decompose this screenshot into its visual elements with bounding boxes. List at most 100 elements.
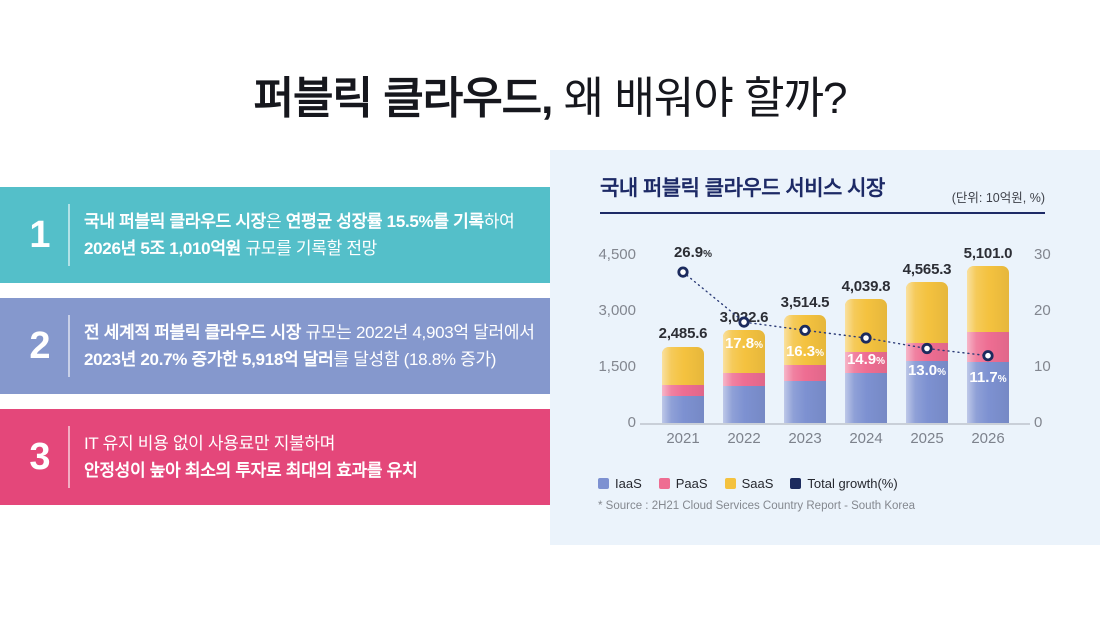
growth-value: 16.3 — [785, 343, 816, 361]
key-point-2: 2 전 세계적 퍼블릭 클라우드 시장 규모는 2022년 4,903억 달러에서… — [0, 298, 550, 394]
text-line: IT 유지 비용 없이 사용료만 지불하며 — [84, 430, 417, 458]
legend-swatch — [658, 478, 670, 489]
chart-unit-label: (단위: 10억원, %) — [951, 191, 1045, 205]
text-line: 2023년 20.7% 증가한 5,918억 달러를 달성함 (18.8% 증가… — [84, 346, 535, 374]
growth-value: 11.7 — [969, 368, 998, 386]
growth-marker — [677, 266, 689, 278]
growth-label: 17.8% — [725, 335, 763, 355]
text-segment: IT 유지 비용 없이 사용료만 지불하며 — [84, 433, 336, 453]
box-number: 1 — [29, 213, 51, 256]
chart-title: 국내 퍼블릭 클라우드 서비스 시장 — [600, 177, 885, 200]
growth-label: 16.3% — [786, 343, 824, 363]
text-segment: 를 달성함 (18.8% 증가) — [333, 350, 497, 369]
bar-total-label: 2,485.6 — [658, 325, 708, 343]
legend-label: SaaS — [741, 476, 774, 491]
box-number: 3 — [29, 435, 51, 478]
text-line: 국내 퍼블릭 클라우드 시장은 연평균 성장률 15.5%를 기록하여 — [84, 208, 515, 236]
legend-swatch — [790, 478, 802, 489]
x-axis-label: 2025 — [910, 430, 944, 447]
box-text: 전 세계적 퍼블릭 클라우드 시장 규모는 2022년 4,903억 달러에서 2… — [84, 319, 535, 374]
percent-sign: % — [937, 366, 947, 378]
growth-value: 14.9 — [846, 351, 877, 368]
y-axis-label-right: 0 — [1034, 414, 1043, 431]
text-segment: 규모는 2022년 4,903억 달러에서 — [301, 322, 535, 342]
chart-legend: IaaS PaaS SaaS Total growth(%) — [598, 476, 898, 491]
key-point-1: 1 국내 퍼블릭 클라우드 시장은 연평균 성장률 15.5%를 기록하여 2026… — [0, 187, 550, 283]
bar-2021 — [662, 346, 704, 423]
text-segment: 연평균 성장률 15.5%를 기록 — [285, 211, 484, 231]
percent-sign: % — [997, 373, 1007, 385]
bar-2022 — [723, 329, 765, 423]
text-line: 안정성이 높아 최소의 투자로 최대의 효과를 유치 — [84, 457, 418, 485]
page-title: 퍼블릭 클라우드, 왜 배워야 할까? — [0, 62, 1100, 126]
text-segment: 전 세계적 퍼블릭 클라우드 시장 — [84, 322, 302, 342]
y-axis-label-right: 20 — [1034, 302, 1051, 319]
text-segment: 국내 퍼블릭 클라우드 시장 — [84, 211, 267, 231]
y-axis-label-left: 4,500 — [598, 246, 636, 263]
box-divider — [68, 315, 70, 377]
source-note: * Source : 2H21 Cloud Services Country R… — [598, 500, 916, 512]
percent-sign: % — [703, 249, 713, 261]
x-axis-label: 2026 — [971, 430, 1005, 447]
growth-label: 13.0% — [908, 362, 946, 382]
bar-total-label: 4,565.3 — [902, 261, 952, 279]
text-line: 2026년 5조 1,010억원 규모를 기록할 전망 — [84, 235, 515, 263]
legend-item-saas: SaaS — [724, 476, 774, 491]
box-divider — [68, 204, 70, 266]
text-segment: 하여 — [483, 211, 515, 231]
growth-value: 17.8 — [724, 335, 755, 353]
growth-marker — [799, 324, 811, 336]
box-divider — [68, 426, 70, 488]
x-axis-label: 2024 — [849, 430, 883, 447]
key-points-list: 1 국내 퍼블릭 클라우드 시장은 연평균 성장률 15.5%를 기록하여 2026… — [0, 187, 550, 505]
growth-marker — [738, 316, 750, 328]
stacked-bar-chart: 4,500 3,000 1,500 0 30 20 10 0 2,485.6 2021 26.9% 3… — [598, 238, 1050, 447]
percent-sign: % — [876, 356, 886, 367]
percent-sign: % — [815, 348, 825, 360]
y-axis-label-right: 10 — [1034, 358, 1051, 375]
growth-value: 13.0 — [907, 361, 938, 379]
legend-swatch — [598, 478, 609, 489]
percent-sign: % — [754, 340, 764, 352]
x-axis-label: 2021 — [666, 430, 700, 447]
bar-total-label: 5,101.0 — [963, 244, 1013, 262]
legend-label: IaaS — [615, 476, 642, 491]
legend-label: PaaS — [675, 476, 708, 491]
x-axis-line — [640, 423, 1030, 425]
legend-item-paas: PaaS — [658, 476, 708, 491]
text-segment: 은 — [266, 211, 286, 231]
chart-panel: 국내 퍼블릭 클라우드 서비스 시장 (단위: 10억원, %) 4,500 3,… — [550, 150, 1100, 545]
legend-label: Total growth(%) — [807, 476, 898, 491]
growth-label: 14.9% — [847, 351, 885, 371]
x-axis-label: 2022 — [727, 430, 761, 447]
text-line: 전 세계적 퍼블릭 클라우드 시장 규모는 2022년 4,903억 달러에서 — [84, 319, 535, 347]
title-underline — [600, 212, 1045, 214]
bar-total-label: 4,039.8 — [841, 277, 891, 295]
text-segment: 안정성이 높아 최소의 투자로 최대의 효과를 유치 — [84, 461, 418, 480]
page-title-rest: 왜 배워야 할까? — [552, 74, 848, 123]
bar-total-label: 3,514.5 — [780, 293, 830, 311]
legend-swatch — [724, 478, 736, 489]
legend-item-iaas: IaaS — [598, 476, 642, 491]
text-segment: 2026년 5조 1,010억원 — [84, 239, 242, 258]
y-axis-label-left: 3,000 — [598, 302, 636, 319]
box-number: 2 — [29, 324, 51, 367]
growth-line — [677, 266, 994, 362]
growth-value: 26.9 — [673, 244, 704, 262]
box-text: 국내 퍼블릭 클라우드 시장은 연평균 성장률 15.5%를 기록하여 2026년… — [84, 208, 515, 263]
bar-2025 — [906, 282, 948, 423]
growth-label: 11.7% — [969, 369, 1006, 389]
bar-2026 — [967, 265, 1009, 423]
growth-marker — [860, 332, 872, 344]
y-axis-label-right: 30 — [1034, 246, 1051, 263]
growth-marker — [982, 350, 994, 362]
x-axis-label: 2023 — [788, 430, 822, 447]
growth-marker — [921, 342, 933, 355]
y-axis-label-left: 1,500 — [598, 358, 636, 375]
y-axis-label-left: 0 — [627, 414, 636, 431]
growth-label: 26.9% — [674, 244, 712, 264]
text-segment: 규모를 기록할 전망 — [241, 239, 378, 258]
page-title-strong: 퍼블릭 클라우드, — [253, 74, 554, 123]
